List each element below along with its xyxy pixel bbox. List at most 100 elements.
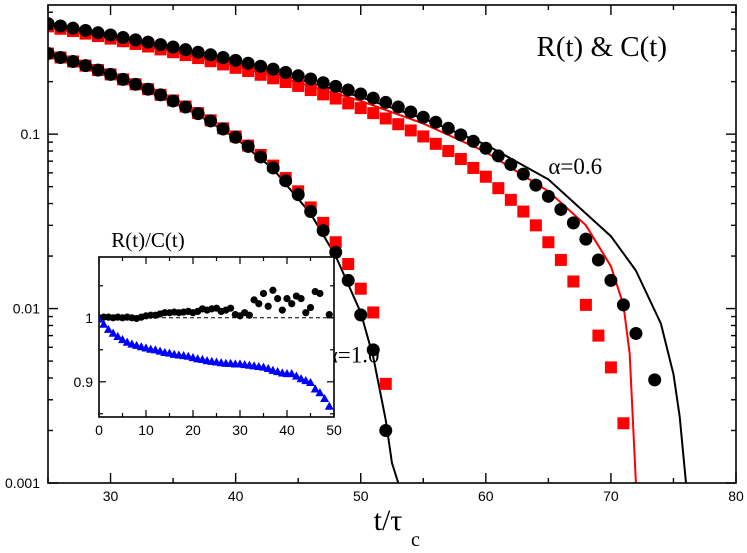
circle-marker	[329, 79, 343, 93]
circle-marker	[216, 122, 230, 136]
circle-marker	[191, 107, 205, 121]
square-marker	[329, 92, 342, 105]
inset-triangle-marker	[263, 363, 273, 372]
circle-marker	[529, 178, 543, 192]
inset-triangle-marker	[122, 337, 132, 346]
circle-marker	[91, 63, 105, 77]
circle-marker	[591, 253, 605, 267]
circle-marker	[79, 59, 93, 73]
circle-marker	[179, 43, 193, 57]
inset-x-tick-label: 50	[326, 422, 342, 438]
circle-marker	[516, 167, 530, 181]
square-marker	[404, 124, 417, 137]
inset-circle-marker	[288, 300, 296, 308]
square-marker	[479, 170, 492, 183]
inset-circle-marker	[264, 302, 272, 310]
circle-marker	[229, 53, 243, 67]
square-marker	[367, 306, 380, 319]
inset-markers	[99, 286, 334, 410]
circle-marker	[304, 72, 318, 86]
x-tick-label: 60	[478, 488, 494, 504]
circle-marker	[116, 31, 130, 45]
circle-marker	[141, 82, 155, 96]
inset-triangle-marker	[103, 324, 113, 333]
inset-circle-marker	[325, 311, 333, 319]
circle-marker	[179, 100, 193, 114]
circle-marker	[329, 245, 343, 259]
inset-circle-marker	[302, 309, 310, 317]
square-marker	[492, 182, 505, 195]
circle-marker	[54, 19, 68, 33]
circle-marker	[629, 326, 643, 340]
square-marker	[354, 102, 367, 115]
square-marker	[304, 84, 317, 97]
circle-marker	[366, 343, 380, 357]
inset-triangle-marker	[296, 374, 306, 383]
y-tick-label: 0.1	[21, 126, 41, 142]
inset-circle-marker	[306, 303, 315, 312]
circle-marker	[129, 33, 143, 47]
inset-y-tick-label: 1	[85, 310, 93, 326]
circle-marker	[48, 17, 55, 31]
square-marker	[342, 97, 355, 110]
square-marker	[567, 275, 580, 288]
circle-marker	[91, 26, 105, 40]
circle-marker	[616, 298, 630, 312]
square-marker	[379, 112, 392, 125]
square-marker	[367, 107, 380, 120]
square-marker	[329, 236, 342, 249]
inset-x-tick-label: 0	[95, 422, 103, 438]
circle-marker	[441, 121, 455, 135]
square-marker	[617, 417, 630, 430]
circle-marker	[391, 100, 405, 114]
circle-marker	[304, 205, 318, 219]
circle-marker	[341, 273, 355, 287]
circle-marker	[254, 59, 268, 73]
inset-frame	[98, 256, 335, 418]
square-marker	[529, 219, 542, 232]
square-marker	[392, 118, 405, 131]
circle-marker	[354, 87, 368, 101]
x-axis-label-subscript: c	[411, 529, 420, 551]
inset-circle-marker	[227, 304, 235, 312]
circle-marker	[566, 216, 580, 230]
inset-triangle-marker	[108, 328, 118, 337]
circle-marker	[291, 188, 305, 202]
circle-marker	[204, 114, 218, 128]
square-marker	[342, 258, 355, 271]
circle-marker	[116, 72, 130, 86]
x-tick-label: 80	[728, 488, 744, 504]
circle-marker	[241, 139, 255, 153]
circle-marker	[166, 94, 180, 108]
inset-triangle-marker	[320, 393, 330, 403]
circle-marker	[66, 54, 80, 68]
square-marker	[429, 137, 442, 150]
circle-marker	[604, 273, 618, 287]
inset-circle-marker	[259, 289, 268, 298]
square-marker	[504, 193, 517, 206]
inset-triangle-marker	[118, 335, 127, 344]
circle-marker	[379, 423, 393, 437]
y-tick-label: 0.01	[13, 301, 40, 317]
circle-marker	[366, 91, 380, 105]
y-tick-label: 0.001	[5, 475, 40, 491]
inset-triangle-marker	[113, 331, 123, 340]
circle-marker	[291, 69, 305, 83]
circle-marker	[279, 65, 293, 79]
circle-marker	[191, 45, 205, 59]
circle-marker	[154, 88, 168, 102]
square-marker	[379, 377, 392, 390]
plot-frame	[47, 4, 737, 484]
circle-marker	[129, 77, 143, 91]
inset-triangle-marker	[315, 388, 325, 397]
circle-marker	[241, 56, 255, 70]
circle-marker	[504, 157, 518, 171]
square-marker	[542, 236, 555, 249]
circle-marker	[66, 21, 80, 35]
chart-title: R(t) & C(t)	[537, 31, 668, 63]
circle-marker	[266, 161, 280, 175]
square-marker	[417, 130, 430, 143]
inset-triangle-marker	[301, 376, 311, 385]
circle-marker	[579, 232, 593, 246]
